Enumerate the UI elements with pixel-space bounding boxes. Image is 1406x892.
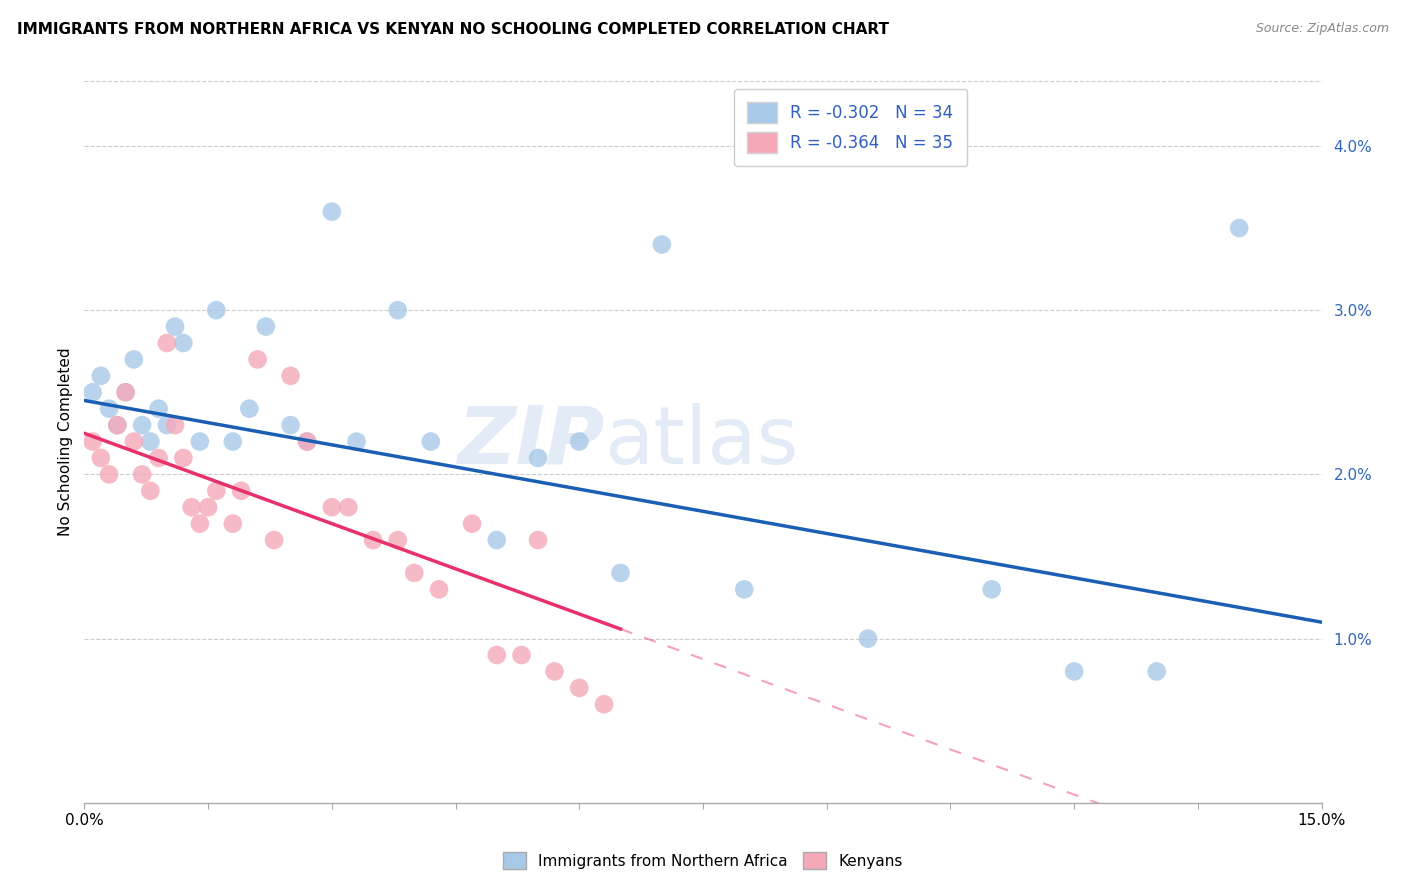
Point xyxy=(568,681,591,695)
Point xyxy=(131,467,153,482)
Point xyxy=(105,418,128,433)
Point xyxy=(82,434,104,449)
Point xyxy=(1146,665,1168,679)
Point xyxy=(197,500,219,515)
Point xyxy=(222,434,245,449)
Point xyxy=(609,566,631,580)
Point xyxy=(82,385,104,400)
Point xyxy=(419,434,441,449)
Point xyxy=(122,352,145,367)
Point xyxy=(165,418,187,433)
Point xyxy=(254,319,277,334)
Point xyxy=(543,665,565,679)
Point xyxy=(180,500,202,515)
Point xyxy=(172,450,194,465)
Point xyxy=(485,533,508,547)
Point xyxy=(205,483,228,498)
Point xyxy=(238,401,260,416)
Point xyxy=(361,533,384,547)
Point xyxy=(337,500,360,515)
Point xyxy=(188,434,211,449)
Point xyxy=(387,533,409,547)
Point xyxy=(105,418,128,433)
Point xyxy=(527,450,550,465)
Point xyxy=(246,352,269,367)
Point xyxy=(131,418,153,433)
Point xyxy=(90,450,112,465)
Point xyxy=(651,237,673,252)
Point xyxy=(263,533,285,547)
Y-axis label: No Schooling Completed: No Schooling Completed xyxy=(58,347,73,536)
Point xyxy=(427,582,450,597)
Legend: Immigrants from Northern Africa, Kenyans: Immigrants from Northern Africa, Kenyans xyxy=(498,846,908,875)
Point xyxy=(980,582,1002,597)
Point xyxy=(122,434,145,449)
Point xyxy=(321,500,343,515)
Point xyxy=(527,533,550,547)
Text: Source: ZipAtlas.com: Source: ZipAtlas.com xyxy=(1256,22,1389,36)
Point xyxy=(165,319,187,334)
Text: ZIP: ZIP xyxy=(457,402,605,481)
Point xyxy=(139,483,162,498)
Point xyxy=(156,418,179,433)
Point xyxy=(856,632,879,646)
Point xyxy=(90,368,112,383)
Point xyxy=(510,648,533,662)
Point xyxy=(280,418,302,433)
Point xyxy=(461,516,484,531)
Point xyxy=(114,385,136,400)
Point xyxy=(148,450,170,465)
Point xyxy=(404,566,426,580)
Point xyxy=(229,483,252,498)
Text: IMMIGRANTS FROM NORTHERN AFRICA VS KENYAN NO SCHOOLING COMPLETED CORRELATION CHA: IMMIGRANTS FROM NORTHERN AFRICA VS KENYA… xyxy=(17,22,889,37)
Point xyxy=(568,434,591,449)
Point xyxy=(485,648,508,662)
Point xyxy=(156,336,179,351)
Point xyxy=(280,368,302,383)
Point xyxy=(593,698,616,712)
Point xyxy=(346,434,368,449)
Point xyxy=(295,434,318,449)
Point xyxy=(387,303,409,318)
Point xyxy=(98,401,121,416)
Point xyxy=(114,385,136,400)
Point xyxy=(733,582,755,597)
Text: atlas: atlas xyxy=(605,402,799,481)
Point xyxy=(222,516,245,531)
Point xyxy=(98,467,121,482)
Point xyxy=(1063,665,1085,679)
Point xyxy=(148,401,170,416)
Point xyxy=(188,516,211,531)
Point xyxy=(1227,221,1250,235)
Point xyxy=(205,303,228,318)
Point xyxy=(321,204,343,219)
Legend: R = -0.302   N = 34, R = -0.364   N = 35: R = -0.302 N = 34, R = -0.364 N = 35 xyxy=(734,88,967,167)
Point xyxy=(295,434,318,449)
Point xyxy=(172,336,194,351)
Point xyxy=(139,434,162,449)
